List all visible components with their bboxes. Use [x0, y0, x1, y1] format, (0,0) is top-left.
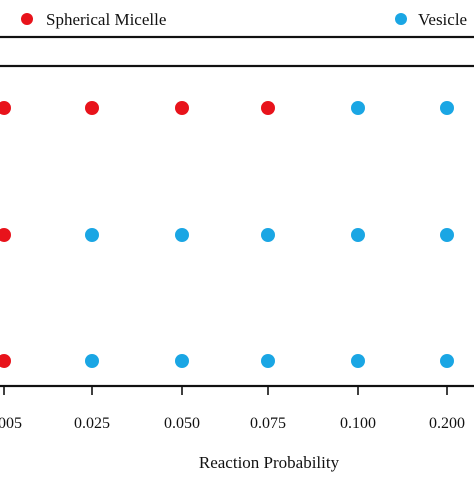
point-vesicle-x0.025-row3 — [85, 354, 99, 368]
plot-frame — [0, 64, 474, 388]
point-vesicle-x0.050-row3 — [175, 354, 189, 368]
point-vesicle-x0.100-row1 — [351, 101, 365, 115]
legend-box — [0, 35, 474, 39]
point-spherical-micelle-x0.050-row1 — [175, 101, 189, 115]
legend-marker-vesicle — [395, 13, 407, 25]
point-spherical-micelle-x0.005-row3 — [0, 354, 11, 368]
legend-label-vesicle: Vesicle — [418, 10, 467, 29]
point-vesicle-x0.075-row3 — [261, 354, 275, 368]
point-vesicle-x0.075-row2 — [261, 228, 275, 242]
point-vesicle-x0.025-row2 — [85, 228, 99, 242]
x-tick-label-0.005: 0.005 — [0, 415, 22, 432]
x-axis-label: Reaction Probability — [199, 453, 340, 472]
x-tick-label-0.050: 0.050 — [164, 415, 200, 432]
x-tick-label-0.075: 0.075 — [250, 415, 286, 432]
point-spherical-micelle-x0.075-row1 — [261, 101, 275, 115]
x-tick-label-0.200: 0.200 — [429, 415, 465, 432]
point-vesicle-x0.050-row2 — [175, 228, 189, 242]
data-points — [0, 101, 454, 368]
point-vesicle-x0.200-row2 — [440, 228, 454, 242]
point-vesicle-x0.100-row3 — [351, 354, 365, 368]
x-tick-label-0.100: 0.100 — [340, 415, 376, 432]
point-vesicle-x0.100-row2 — [351, 228, 365, 242]
point-spherical-micelle-x0.005-row1 — [0, 101, 11, 115]
legend: Spherical Micelle Vesicle — [0, 10, 474, 39]
point-vesicle-x0.200-row1 — [440, 101, 454, 115]
point-spherical-micelle-x0.005-row2 — [0, 228, 11, 242]
legend-marker-spherical-micelle — [21, 13, 33, 25]
x-axis-ticks: 0.005 0.025 0.050 0.075 0.100 0.200 — [0, 386, 465, 432]
point-vesicle-x0.200-row3 — [440, 354, 454, 368]
x-tick-label-0.025: 0.025 — [74, 415, 110, 432]
legend-label-spherical-micelle: Spherical Micelle — [46, 10, 166, 29]
point-spherical-micelle-x0.025-row1 — [85, 101, 99, 115]
